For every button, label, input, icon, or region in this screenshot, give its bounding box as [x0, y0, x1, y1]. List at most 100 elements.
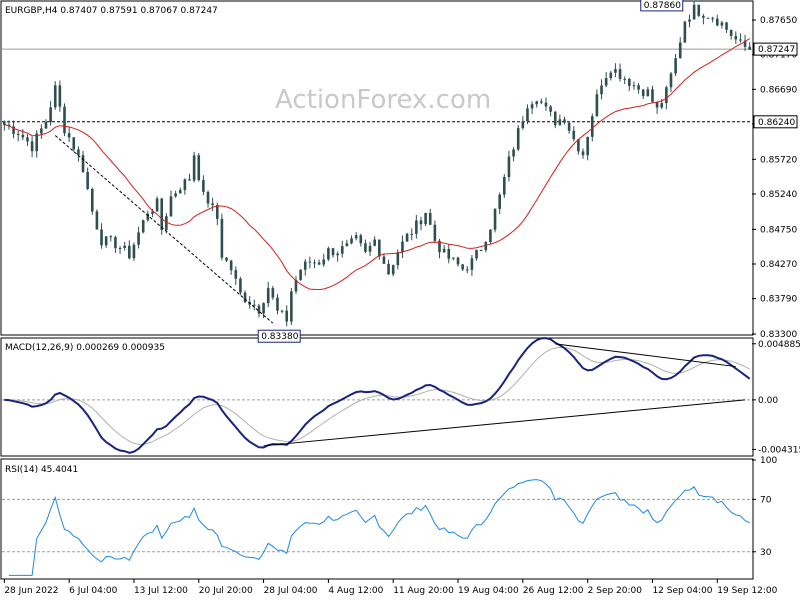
- macd-layer: [2, 337, 752, 454]
- candle-body: [729, 29, 733, 36]
- candle-body: [234, 270, 238, 279]
- candle-body: [345, 243, 349, 247]
- time-tick-label: 4 Aug 12:00: [328, 586, 383, 596]
- candle-body: [544, 102, 548, 107]
- candle-body: [465, 269, 469, 271]
- macd-resistance-line: [555, 343, 736, 368]
- candle-body: [35, 133, 39, 152]
- candle-body: [90, 188, 94, 212]
- candle-body: [114, 237, 117, 249]
- level-price-tag: 0.86240: [758, 118, 795, 128]
- candle-body: [215, 205, 219, 219]
- candle-body: [391, 265, 395, 275]
- candle-body: [512, 149, 515, 157]
- candle-body: [428, 212, 432, 225]
- main-grid: [2, 48, 752, 123]
- candle-body: [623, 78, 626, 80]
- candle-body: [706, 17, 710, 19]
- macd-tick-label: 0.00: [758, 396, 778, 406]
- candle-body: [433, 224, 437, 241]
- candle-body: [549, 106, 552, 112]
- candle-body: [725, 22, 728, 30]
- high-label-box: [640, 0, 684, 12]
- candle-body: [368, 245, 372, 252]
- price-tick-label: 0.84270: [760, 260, 797, 270]
- candle-body: [475, 250, 478, 259]
- candle-body: [697, 4, 701, 16]
- macd-axis: 0.004885 0.00 -0.004315: [752, 340, 800, 455]
- candle-body: [586, 136, 589, 156]
- candle-body: [327, 248, 330, 260]
- time-tick-label: 28 Jul 04:00: [264, 586, 318, 596]
- candle-body: [155, 198, 159, 212]
- current-price-tag: 0.87247: [758, 45, 795, 55]
- candle-body: [202, 180, 205, 192]
- candle-body: [146, 213, 150, 221]
- candle-body: [350, 238, 353, 244]
- candle-body: [373, 239, 376, 246]
- candle-body: [498, 194, 501, 209]
- macd-pane: [0, 337, 754, 457]
- candle-body: [364, 243, 367, 252]
- candle-body: [535, 101, 539, 105]
- candle-body: [382, 256, 386, 264]
- candle-body: [141, 220, 145, 233]
- candle-body: [665, 87, 668, 104]
- price-tick-label: 0.85240: [760, 190, 797, 200]
- price-tick-label: 0.83300: [760, 330, 797, 340]
- candle-body: [572, 130, 576, 140]
- time-tick-label: 20 Jul 20:00: [199, 586, 253, 596]
- candle-body: [715, 18, 719, 26]
- candle-body: [151, 211, 154, 214]
- candle-body: [197, 155, 201, 181]
- time-tick-label: 12 Sep 04:00: [652, 586, 712, 596]
- candle-body: [447, 248, 451, 259]
- candle-body: [720, 22, 724, 26]
- candle-body: [470, 258, 474, 270]
- candle-body: [81, 155, 85, 172]
- time-tick-label: 2 Sep 20:00: [588, 586, 643, 596]
- candle-body: [118, 248, 122, 250]
- rsi-header: RSI(14) 45.4041: [5, 465, 78, 475]
- candle-body: [493, 208, 497, 230]
- candle-body: [86, 171, 89, 189]
- candle-body: [239, 278, 242, 293]
- candle-body: [748, 46, 751, 50]
- candle-body: [280, 310, 284, 312]
- candle-body: [503, 176, 506, 195]
- time-tick-label: 13 Jul 12:00: [134, 586, 188, 596]
- price-tick-label: 0.83790: [760, 295, 797, 305]
- macd-tick-label: 0.004885: [758, 340, 800, 350]
- candle-body: [165, 216, 168, 230]
- candle-body: [109, 236, 113, 238]
- candle-body: [567, 122, 571, 131]
- candle-body: [308, 261, 312, 263]
- candle-body: [387, 263, 390, 275]
- price-tick-label: 0.84750: [760, 225, 797, 235]
- rsi-tick-label: 100: [760, 456, 777, 466]
- candle-body: [132, 244, 136, 259]
- time-tick-label: 6 Jul 04:00: [69, 586, 118, 596]
- candle-body: [507, 156, 511, 177]
- candle-body: [711, 18, 714, 20]
- candle-body: [405, 233, 409, 242]
- candle-body: [655, 101, 659, 108]
- candle-body: [688, 19, 691, 22]
- rsi-pane: [0, 458, 754, 580]
- candle-body: [678, 42, 682, 59]
- price-tick-label: 0.87650: [760, 16, 797, 26]
- candle-body: [67, 133, 71, 138]
- moving-average-line: [4, 38, 750, 291]
- candle-body: [614, 69, 617, 73]
- candle-body: [646, 89, 650, 97]
- candles: [3, 0, 751, 327]
- rsi-layer: [2, 479, 752, 576]
- high-label: 0.87860: [644, 1, 681, 11]
- candle-body: [21, 134, 25, 138]
- candle-body: [590, 116, 594, 137]
- candle-body: [410, 233, 414, 235]
- candle-body: [294, 279, 298, 292]
- time-tick-label: 28 Jun 2022: [4, 586, 58, 596]
- candle-body: [53, 85, 57, 108]
